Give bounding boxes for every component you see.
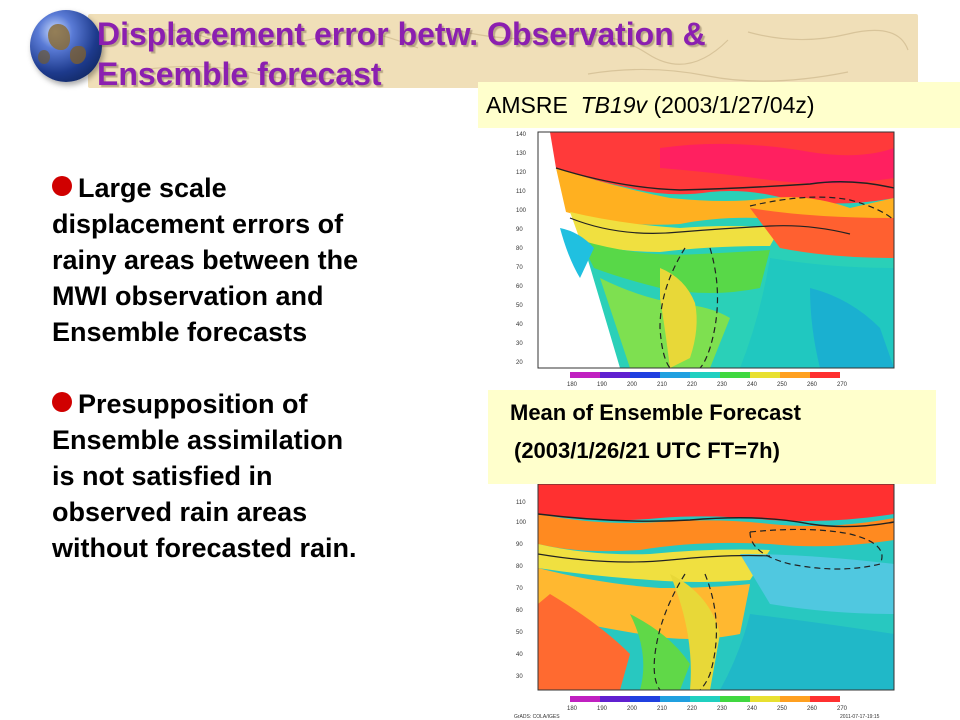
bullet-1-line-2: displacement errors of [52,209,344,239]
y-tick: 60 [516,284,523,290]
title-line-2: Ensemble forecast [97,56,382,92]
colorbar-tick: 220 [687,382,698,388]
colorbar-tick: 270 [837,382,848,388]
ensemble-mean-time: (2003/1/26/21 UTC FT=7h) [514,438,780,463]
colorbar-tick: 240 [747,382,758,388]
colorbar-tick: 230 [717,382,728,388]
y-tick: 90 [516,542,523,548]
y-tick: 110 [516,189,526,195]
bullet-dot-icon [52,176,72,196]
bullet-item-1: Large scale displacement errors of rainy… [52,170,492,350]
amsre-prefix: AMSRE [486,92,568,118]
bullet-1-line-3: rainy areas between the [52,245,359,275]
colorbar-tick: 200 [627,706,638,712]
bullet-1-line-1: Large scale [78,173,227,203]
grads-credit: GrADS: COLA/IGES [514,714,560,720]
y-tick: 30 [516,341,523,347]
y-tick: 80 [516,246,523,252]
y-tick: 50 [516,630,523,636]
y-tick: 110 [516,500,526,506]
bullet-dot-icon [52,392,72,412]
world-map-texture [127,27,909,82]
colorbar-tick: 240 [747,706,758,712]
colorbar-tick: 180 [567,382,578,388]
colorbar-tick: 250 [777,706,788,712]
title-banner [88,14,918,88]
bullet-1-line-5: Ensemble forecasts [52,317,308,347]
render-timestamp: 2011-07-17-19:15 [840,714,880,720]
bullet-2-line-5: without forecasted rain. [52,533,357,563]
bullet-1-line-4: MWI observation and [52,281,324,311]
y-tick: 60 [516,608,523,614]
colorbar-tick: 180 [567,706,578,712]
bullet-2-line-3: is not satisfied in [52,461,273,491]
y-tick: 50 [516,303,523,309]
y-tick: 70 [516,265,523,271]
colorbar-tick: 270 [837,706,848,712]
y-tick: 140 [516,132,527,138]
y-tick: 90 [516,227,523,233]
colorbar-tick: 260 [807,706,818,712]
amsre-label: AMSRE TB19v (2003/1/27/04z) [478,82,960,128]
colorbar-tick: 190 [597,382,608,388]
colorbar-tick: 210 [657,706,668,712]
forecast-map: 110 100 90 80 70 60 50 40 30 180 190 200… [514,484,895,720]
colorbar-tick: 210 [657,382,668,388]
colorbar-tick: 200 [627,382,638,388]
y-tick: 80 [516,564,523,570]
y-tick: 100 [516,520,527,526]
bullet-item-2: Presupposition of Ensemble assimilation … [52,386,492,566]
bullet-list: Large scale displacement errors of rainy… [52,170,492,566]
bullet-2-line-1: Presupposition of [78,389,308,419]
title-line-1: Displacement error betw. Observation & [97,16,706,52]
globe-icon [30,10,102,82]
y-tick: 100 [516,208,527,214]
y-tick: 70 [516,586,523,592]
bullet-2-line-2: Ensemble assimilation [52,425,344,455]
y-tick: 120 [516,170,527,176]
slide-title: Displacement error betw. Observation & E… [97,14,937,94]
colorbar-tick: 190 [597,706,608,712]
ensemble-mean-title: Mean of Ensemble Forecast [510,400,801,425]
y-tick: 20 [516,360,523,366]
y-tick: 40 [516,322,523,328]
colorbar-tick: 230 [717,706,728,712]
ensemble-mean-label: Mean of Ensemble Forecast (2003/1/26/21 … [488,390,936,484]
y-tick: 40 [516,652,523,658]
amsre-date: (2003/1/27/04z) [653,92,815,118]
observation-map: 140 130 120 110 100 90 80 70 60 50 40 30… [516,131,895,388]
colorbar-tick: 250 [777,382,788,388]
colorbar-tick: 220 [687,706,698,712]
y-tick: 30 [516,674,523,680]
y-tick: 130 [516,151,527,157]
colorbar-tick: 260 [807,382,818,388]
amsre-variable: TB19v [580,92,648,118]
bullet-2-line-4: observed rain areas [52,497,308,527]
